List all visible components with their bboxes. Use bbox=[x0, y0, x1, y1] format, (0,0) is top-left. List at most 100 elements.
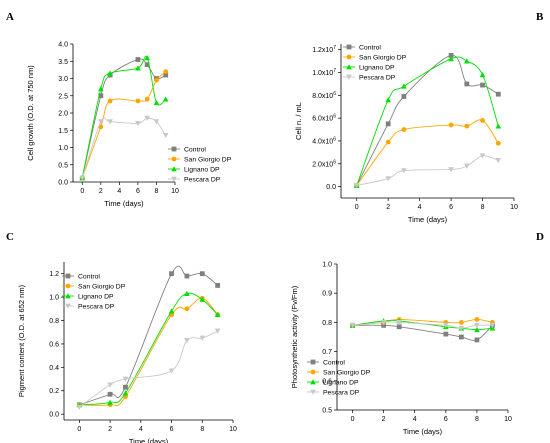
x-tick-label: 0 bbox=[351, 416, 355, 423]
data-point-lignano-dp bbox=[107, 70, 113, 76]
chart-panel-c: C 0 2 4 6 8 10 0.0 0.2 0.4 0.6 0.8 1.0 1.2 Time (days)… bbox=[6, 231, 237, 443]
data-point-san-giorgio-dp bbox=[474, 317, 480, 322]
x-tick-label: 6 bbox=[136, 188, 140, 195]
x-tick-label: 6 bbox=[444, 416, 448, 423]
data-point-pescara-dp bbox=[107, 382, 113, 388]
legend-label-lignano-dp: Lignano DP bbox=[184, 167, 220, 174]
data-point-pescara-dp bbox=[162, 133, 169, 139]
y-tick-label: 1.2x107 bbox=[312, 45, 336, 54]
y-tick-label: 0.2 bbox=[49, 388, 59, 395]
legend-marker bbox=[310, 379, 316, 385]
data-point-pescara-dp bbox=[380, 320, 387, 326]
data-point-pescara-dp bbox=[153, 119, 160, 125]
data-point-lignano-dp bbox=[479, 72, 486, 78]
x-tick-label: 6 bbox=[170, 426, 174, 433]
data-point-san-giorgio-dp bbox=[184, 306, 190, 312]
data-point-pescara-dp bbox=[353, 183, 360, 189]
data-point-lignano-dp bbox=[107, 399, 113, 405]
legend-marker bbox=[310, 359, 316, 365]
y-tick-label: 2.0 bbox=[58, 111, 68, 118]
chart-panel-a: A 0 2 4 6 8 10 0.0 0.5 1.0 1.5 2.0 2.5 3.0 3.5 4.0 Time … bbox=[6, 11, 232, 208]
legend: Control San Giorgio DP Lignano DP Pescara D… bbox=[343, 45, 407, 82]
data-point-san-giorgio-dp bbox=[464, 123, 470, 129]
data-point-pescara-dp bbox=[458, 325, 465, 332]
y-tick-label: 1.5 bbox=[58, 128, 68, 135]
y-tick-label: 3.5 bbox=[58, 59, 68, 66]
panel-letter: A bbox=[6, 11, 14, 23]
legend-label-lignano-dp: Lignano DP bbox=[359, 65, 395, 72]
legend-label-san-giorgio-dp: San Giorgio DP bbox=[184, 157, 232, 164]
x-tick-label: 10 bbox=[504, 416, 512, 423]
data-point-control bbox=[123, 384, 128, 390]
data-point-san-giorgio-dp bbox=[385, 139, 391, 145]
data-point-pescara-dp bbox=[474, 322, 480, 329]
data-point-san-giorgio-dp bbox=[98, 124, 104, 130]
data-point-control bbox=[385, 121, 391, 127]
x-axis-label: Time (days) bbox=[403, 427, 443, 436]
x-tick-label: 2 bbox=[382, 416, 386, 423]
data-point-pescara-dp bbox=[401, 168, 407, 174]
data-point-control bbox=[474, 337, 480, 343]
x-tick-label: 0 bbox=[77, 426, 81, 433]
data-point-lignano-dp bbox=[184, 290, 190, 296]
y-tick-label: 0.0 bbox=[326, 184, 336, 191]
y-tick-label: 1.0 bbox=[58, 145, 68, 152]
legend-marker bbox=[171, 176, 177, 182]
y-tick-label: 1.0x107 bbox=[312, 68, 336, 77]
legend-marker bbox=[346, 74, 352, 80]
x-tick-label: 2 bbox=[108, 426, 112, 433]
data-point-control bbox=[448, 53, 454, 58]
data-point-san-giorgio-dp bbox=[401, 127, 407, 132]
panel-letter: D bbox=[536, 231, 544, 243]
data-point-lignano-dp bbox=[135, 65, 141, 71]
x-tick-label: 6 bbox=[449, 204, 453, 211]
data-point-lignano-dp bbox=[199, 296, 206, 302]
data-point-control bbox=[107, 391, 113, 397]
data-point-pescara-dp bbox=[385, 176, 391, 182]
data-point-lignano-dp bbox=[122, 390, 129, 396]
data-point-pescara-dp bbox=[448, 167, 454, 173]
data-point-lignano-dp bbox=[168, 308, 175, 314]
data-point-lignano-dp bbox=[98, 86, 104, 92]
data-point-control bbox=[135, 57, 141, 62]
data-point-control bbox=[215, 283, 221, 288]
data-point-san-giorgio-dp bbox=[480, 118, 485, 123]
y-tick-label: 0.6 bbox=[49, 341, 59, 348]
data-point-control bbox=[98, 93, 104, 99]
data-point-pescara-dp bbox=[443, 322, 449, 329]
y-axis-label: Pigment content (O.D. at 652 nm) bbox=[17, 284, 26, 397]
data-point-san-giorgio-dp bbox=[154, 77, 159, 83]
x-tick-label: 4 bbox=[418, 204, 422, 211]
y-tick-label: 0.5 bbox=[322, 408, 332, 415]
data-point-san-giorgio-dp bbox=[448, 122, 454, 128]
series-line-pescara-dp bbox=[356, 155, 499, 186]
data-point-lignano-dp bbox=[495, 123, 502, 129]
data-point-lignano-dp bbox=[448, 56, 454, 62]
y-axis-label: Photosynthetic activity (Fv/Fm) bbox=[290, 285, 299, 388]
data-point-san-giorgio-dp bbox=[163, 69, 169, 74]
legend-label-control: Control bbox=[323, 360, 345, 367]
y-tick-label: 3.0 bbox=[58, 76, 68, 83]
y-tick-label: 2.5 bbox=[58, 93, 68, 100]
legend: Control San Giorgio DP Lignano DP Pescara D… bbox=[307, 360, 371, 397]
legend-marker bbox=[346, 54, 352, 60]
y-tick-label: 1.0 bbox=[49, 295, 59, 302]
data-point-control bbox=[401, 94, 407, 99]
x-tick-label: 8 bbox=[475, 416, 479, 423]
data-point-lignano-dp bbox=[214, 311, 221, 318]
legend-marker bbox=[65, 283, 71, 289]
x-tick-label: 0 bbox=[80, 188, 84, 195]
x-axis-label: Time (days) bbox=[129, 437, 169, 443]
panel-letter: C bbox=[6, 231, 14, 243]
data-point-lignano-dp bbox=[464, 58, 470, 64]
data-point-pescara-dp bbox=[168, 368, 175, 374]
data-point-pescara-dp bbox=[464, 163, 470, 169]
y-tick-label: 1.0 bbox=[322, 262, 332, 269]
y-tick-label: 0.9 bbox=[322, 291, 332, 298]
legend-label-lignano-dp: Lignano DP bbox=[323, 380, 359, 387]
y-tick-label: 0.0 bbox=[49, 412, 59, 419]
data-point-control bbox=[144, 62, 150, 68]
x-tick-label: 2 bbox=[99, 188, 103, 195]
x-tick-label: 4 bbox=[139, 426, 143, 433]
